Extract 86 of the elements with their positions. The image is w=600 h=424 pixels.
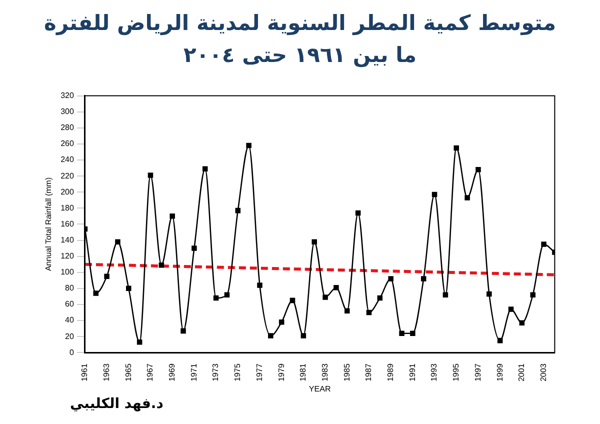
y-tick-label: 120 (60, 252, 74, 261)
x-tick-label: 1967 (146, 363, 155, 382)
y-tick-label: 20 (65, 332, 74, 341)
point (454, 145, 460, 151)
y-tick-label: 80 (65, 284, 74, 293)
point (213, 295, 219, 301)
y-tick-label: 60 (65, 300, 74, 309)
x-tick-label: 1973 (211, 363, 220, 382)
y-tick-label: 220 (60, 171, 74, 180)
y-tick-label: 300 (60, 107, 74, 116)
point (432, 192, 438, 198)
point (115, 239, 120, 244)
text: د.فهد الكليبي (70, 396, 164, 412)
x-tick-label: 1981 (298, 363, 308, 382)
point (202, 166, 208, 172)
x-tick-label: 1997 (473, 363, 482, 382)
x-tick-label: 1975 (233, 363, 242, 382)
point (530, 292, 536, 298)
point (464, 195, 470, 200)
point (486, 291, 492, 297)
point (104, 274, 110, 279)
point (508, 306, 514, 312)
x-tick-label: 1995 (452, 363, 461, 382)
y-tick-label: 100 (60, 268, 74, 277)
x-tick-label: 1985 (342, 363, 352, 382)
point (180, 328, 186, 334)
point (170, 214, 175, 219)
x-tick-label: 1993 (430, 363, 439, 382)
x-tick-label: 1989 (386, 363, 396, 382)
x-tick-label: 1999 (495, 363, 504, 382)
point (268, 333, 274, 338)
point (476, 167, 481, 172)
point (377, 295, 383, 301)
y-tick-label: 200 (60, 187, 74, 196)
point (410, 330, 416, 336)
y-axis-title: Annual Total Rainfall (mm) (44, 177, 54, 272)
x-tick-label: 2001 (517, 363, 526, 382)
y-tick-label: 180 (60, 203, 74, 212)
x-axis-title: YEAR (308, 384, 331, 394)
point (355, 210, 361, 216)
x-tick-label: 1965 (124, 363, 133, 382)
point (300, 333, 306, 338)
x-tick-label: 1977 (254, 363, 264, 382)
point (158, 262, 164, 268)
point (126, 286, 132, 292)
x-tick-label: 2003 (538, 363, 548, 382)
point (235, 208, 241, 214)
point (399, 330, 404, 336)
point (312, 239, 317, 244)
x-tick-label: 1963 (102, 363, 111, 382)
y-tick-label: 260 (60, 139, 74, 148)
point (246, 142, 252, 148)
point (442, 292, 448, 298)
x-tick-label: 1979 (276, 363, 286, 382)
chart-title: متوسط كمية المطر السنوية لمدينة الرياض للفترة (43, 10, 557, 38)
x-tick-label: 1961 (80, 363, 90, 382)
x-tick-label: 1991 (408, 363, 417, 382)
point (519, 320, 525, 326)
x-tick-label: 1983 (320, 363, 330, 382)
point (224, 292, 230, 298)
point (257, 282, 262, 288)
y-tick-label: 0 (69, 348, 74, 357)
point (497, 338, 503, 344)
point (541, 242, 546, 247)
x-tick-label: 1987 (364, 363, 374, 382)
point (136, 340, 142, 345)
point (192, 246, 197, 251)
point (290, 298, 296, 304)
point (278, 319, 284, 325)
x-tick-label: 1969 (168, 363, 177, 382)
point (366, 310, 372, 316)
point (148, 172, 154, 178)
point (344, 308, 350, 314)
point (93, 290, 98, 296)
y-tick-label: 140 (60, 235, 74, 244)
y-tick-label: 240 (60, 155, 74, 164)
chart-subtitle: ما بين ١٩٦١ حتى ٢٠٠٤ (182, 42, 418, 70)
point (388, 276, 394, 282)
y-tick-label: 320 (60, 91, 74, 100)
y-tick-label: 160 (60, 219, 74, 228)
point (322, 294, 328, 300)
y-tick-label: 40 (65, 316, 74, 325)
point (334, 284, 339, 290)
y-tick-label: 280 (60, 123, 74, 132)
point (420, 276, 426, 282)
x-tick-label: 1971 (189, 363, 198, 382)
